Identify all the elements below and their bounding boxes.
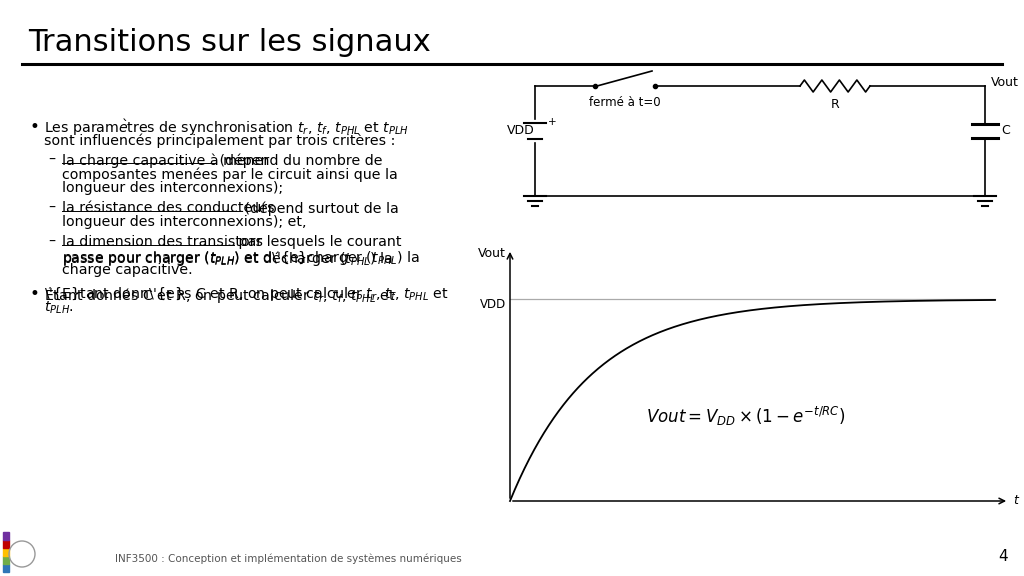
Bar	[3, 548, 9, 556]
Text: $\mathit{Vout} = V_{DD} \times (1 - e^{-t/RC})$: $\mathit{Vout} = V_{DD} \times (1 - e^{-…	[646, 405, 846, 428]
Text: VDD: VDD	[480, 298, 506, 312]
Text: 4: 4	[998, 549, 1008, 564]
Text: \'{E}tant donn\'{e}s C et R, on peut calculer $t_r$, $t_f$, $t_{PHL}$ et: \'{E}tant donn\'{e}s C et R, on peut cal…	[44, 285, 449, 303]
Text: Transitions sur les signaux: Transitions sur les signaux	[28, 28, 431, 57]
Text: Vout: Vout	[478, 247, 506, 260]
Text: composantes menées par le circuit ainsi que la: composantes menées par le circuit ainsi …	[62, 167, 397, 181]
Text: R: R	[830, 98, 840, 111]
Bar	[3, 540, 9, 548]
Bar	[3, 564, 9, 572]
Text: (dépend du nombre de: (dépend du nombre de	[215, 153, 383, 168]
Text: +: +	[548, 117, 557, 127]
Text: INF3500 : Conception et implémentation de systèmes numériques: INF3500 : Conception et implémentation d…	[115, 554, 462, 564]
Text: passe pour charger ($t_{PLH}$) et d\'{e}charger ($t_{PHL}$) la: passe pour charger ($t_{PLH}$) et d\'{e}…	[62, 249, 420, 267]
Text: C: C	[1001, 124, 1010, 138]
Text: •: •	[30, 118, 40, 136]
Text: VDD: VDD	[507, 124, 535, 138]
Text: –: –	[48, 201, 55, 215]
Text: la dimension des transistors: la dimension des transistors	[62, 235, 263, 249]
Bar	[3, 532, 9, 540]
Text: Les param$\grave{e}$tres de synchronisation $t_r$, $t_f$, $t_{PHL}$ et $t_{PLH}$: Les param$\grave{e}$tres de synchronisat…	[44, 118, 409, 138]
Text: la charge capacitive à mener: la charge capacitive à mener	[62, 153, 269, 168]
Text: $t_{PLH}$.: $t_{PLH}$.	[44, 300, 74, 316]
Text: par lesquels le courant: par lesquels le courant	[234, 235, 401, 249]
Text: la résistance des conducteurs: la résistance des conducteurs	[62, 201, 274, 215]
Text: Étant donnés C et R, on peut calculer $t_r$, $t_f$, $t_{PHL}$ et: Étant donnés C et R, on peut calculer $t…	[44, 285, 395, 305]
Bar	[3, 556, 9, 564]
Text: Vout: Vout	[991, 75, 1019, 89]
Text: longueur des interconnexions);: longueur des interconnexions);	[62, 181, 283, 195]
Text: longueur des interconnexions); et,: longueur des interconnexions); et,	[62, 215, 306, 229]
Text: –: –	[48, 235, 55, 249]
Text: fermé à t=0: fermé à t=0	[589, 96, 660, 109]
Text: t: t	[1013, 495, 1018, 507]
Text: charge capacitive.: charge capacitive.	[62, 263, 193, 277]
Text: passe pour charger ($t_{PLH}$) et décharger ($t_{PHL}$) la: passe pour charger ($t_{PLH}$) et déchar…	[62, 249, 393, 268]
Text: •: •	[30, 285, 40, 303]
Text: –: –	[48, 153, 55, 167]
Text: (dépend surtout de la: (dépend surtout de la	[240, 201, 398, 215]
Text: sont influencés principalement par trois critères :: sont influencés principalement par trois…	[44, 133, 395, 147]
